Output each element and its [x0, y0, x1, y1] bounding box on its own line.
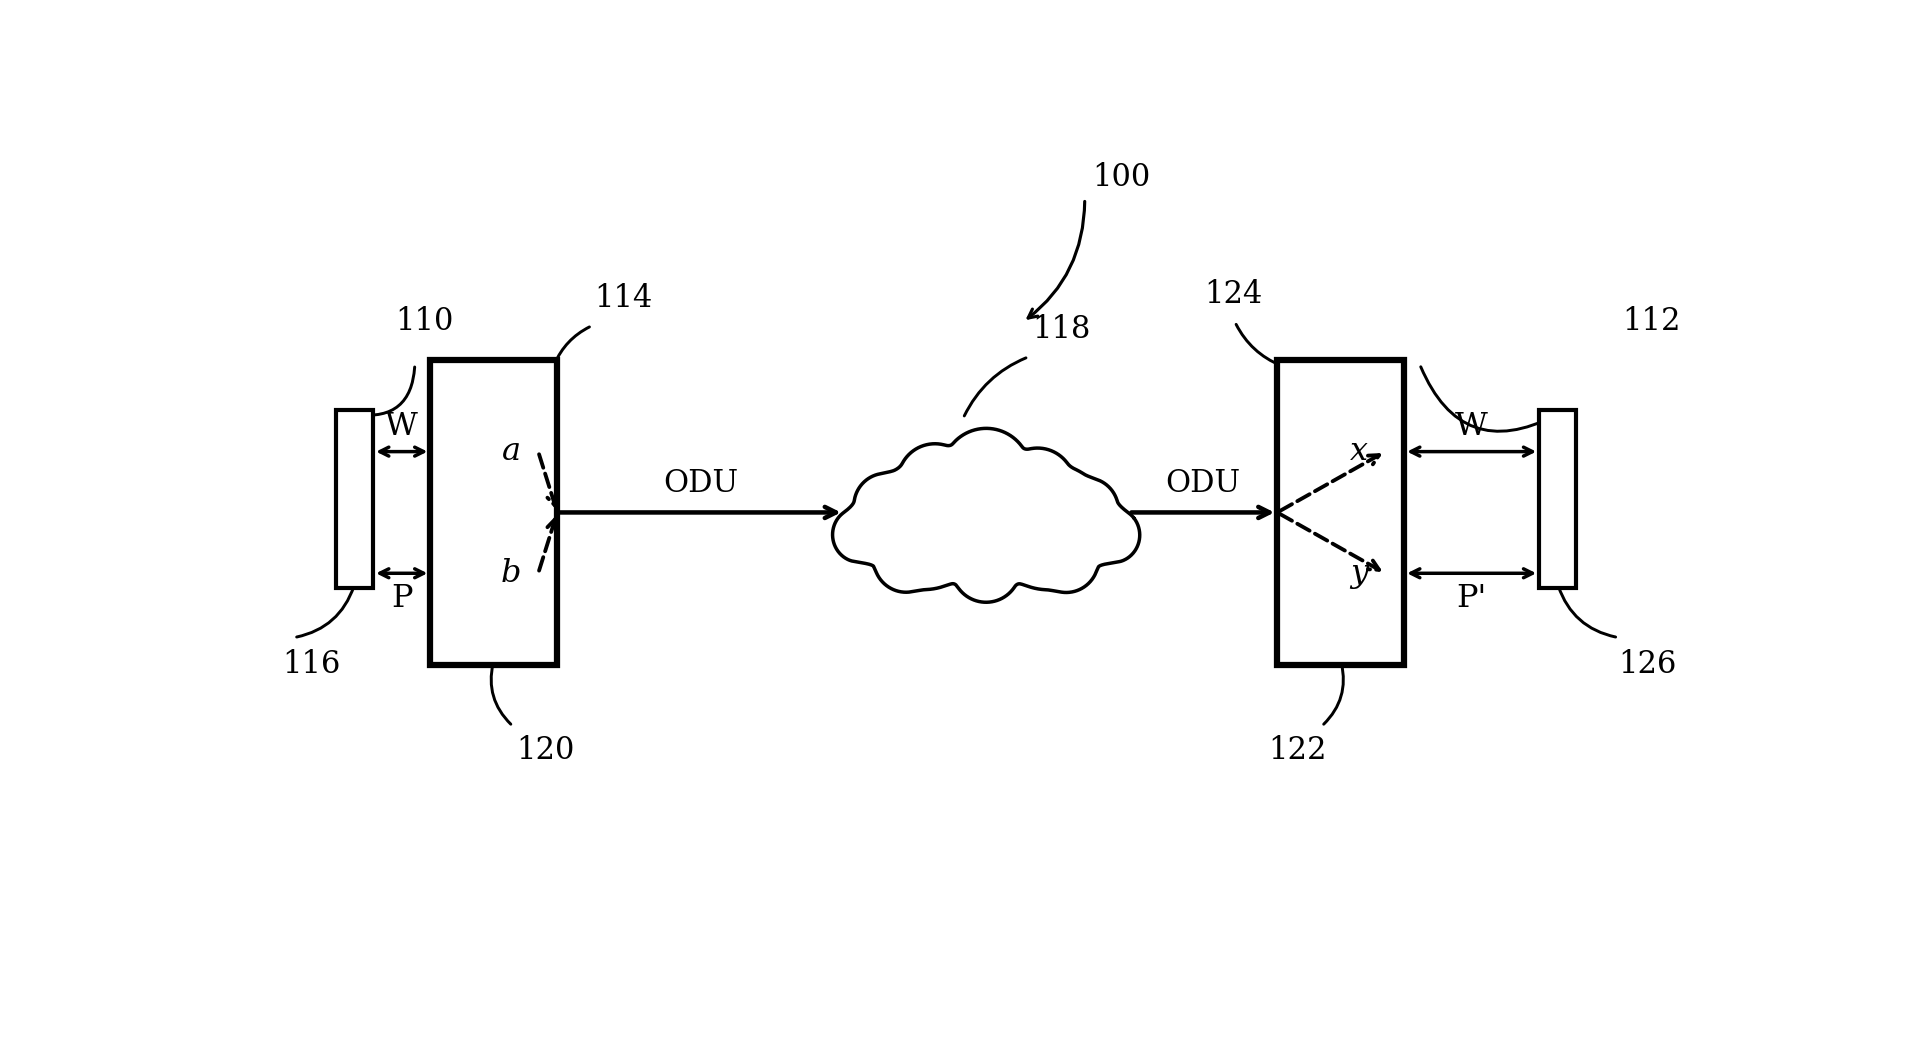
Text: 110: 110 [397, 306, 454, 337]
Text: 112: 112 [1623, 306, 1681, 337]
Text: P': P' [1457, 583, 1486, 614]
Bar [337, 410, 373, 588]
Bar [1540, 410, 1577, 588]
Text: W: W [1455, 411, 1488, 442]
Text: y: y [1349, 558, 1369, 589]
Text: 120: 120 [516, 735, 576, 767]
Text: 124: 124 [1205, 279, 1263, 311]
Text: P: P [391, 583, 412, 614]
Text: b: b [500, 558, 522, 589]
Text: W: W [385, 411, 418, 442]
Bar [431, 361, 558, 664]
Text: 118: 118 [1032, 314, 1091, 345]
Text: a: a [502, 436, 522, 468]
Text: ODU: ODU [662, 468, 737, 499]
Text: 122: 122 [1269, 735, 1326, 767]
Bar [1278, 361, 1403, 664]
Text: 116: 116 [283, 650, 341, 680]
Text: 126: 126 [1619, 650, 1677, 680]
Text: ODU: ODU [1165, 468, 1240, 499]
Text: 114: 114 [595, 283, 653, 314]
Text: 100: 100 [1093, 162, 1151, 194]
Text: x: x [1349, 436, 1369, 468]
